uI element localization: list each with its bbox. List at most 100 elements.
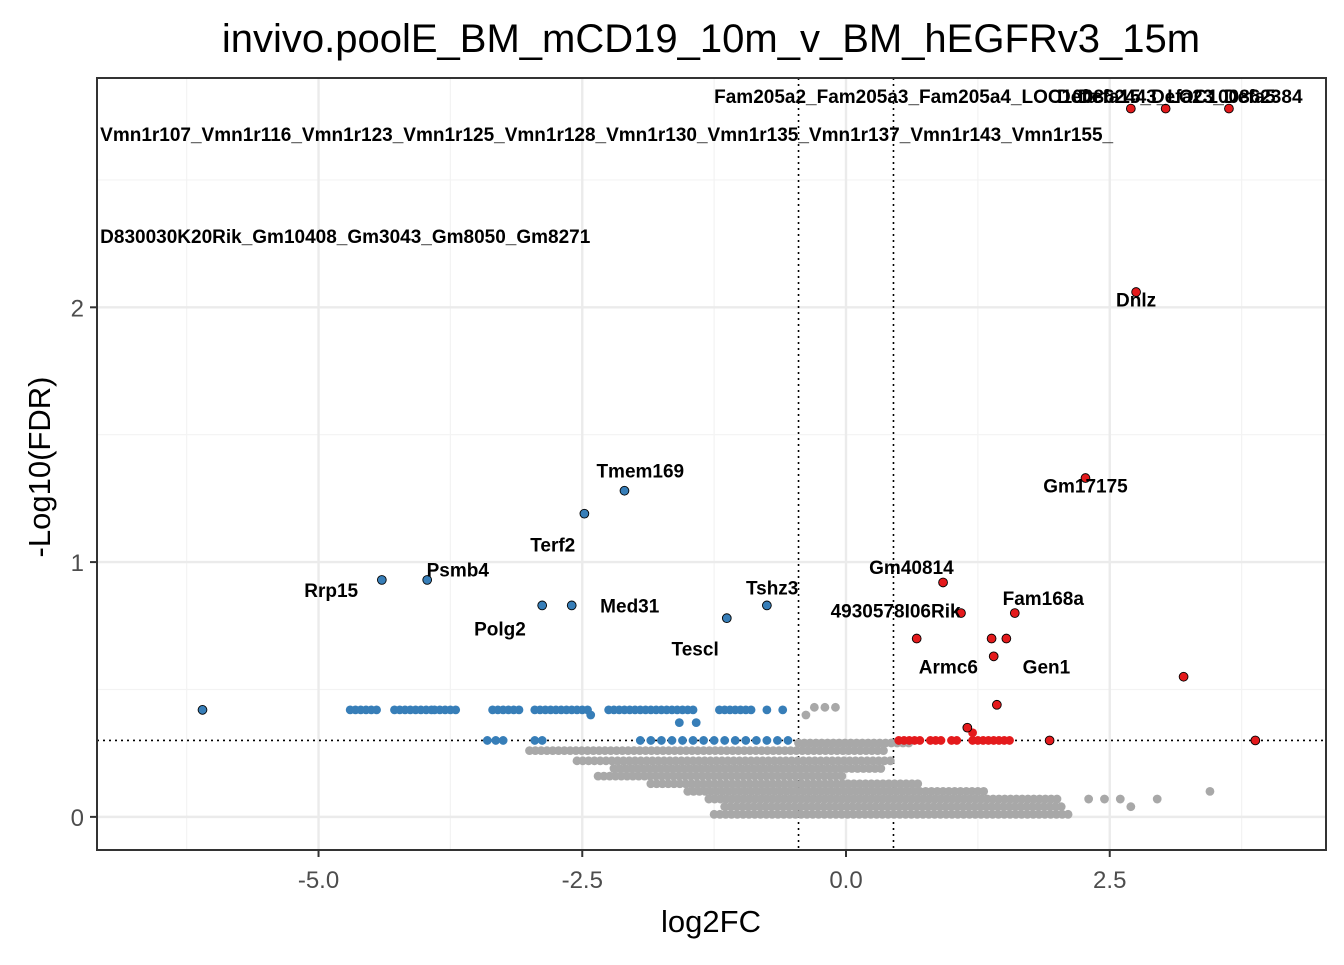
ns-point: [809, 702, 819, 712]
up-labeled-point: [1160, 103, 1171, 114]
ns-point: [913, 779, 923, 789]
gene-label-19: Gen1: [1023, 658, 1071, 679]
ns-point: [1084, 794, 1094, 804]
down-point: [751, 736, 761, 745]
up-point: [936, 736, 946, 745]
down-point: [778, 705, 788, 715]
gene-label-18: Armc6: [919, 658, 978, 679]
up-point: [915, 736, 925, 745]
gene-label-13: Tshz3: [746, 579, 798, 600]
gene-label-10: Rrp15: [304, 581, 358, 602]
down-point: [720, 736, 730, 745]
down-point: [741, 736, 751, 745]
gene-label-14: Tescl: [672, 640, 719, 661]
down-labeled-point: [721, 613, 732, 623]
ns-point: [1115, 794, 1125, 804]
down-labeled-point: [566, 600, 577, 611]
down-labeled-point: [197, 705, 208, 715]
gene-label-9: Psmb4: [427, 561, 490, 582]
y-axis-title: -Log10(FDR): [22, 377, 57, 558]
down-labeled-point: [762, 600, 772, 611]
x-axis-title: log2FC: [661, 904, 761, 939]
gene-label-12: Polg2: [474, 619, 526, 640]
ns-point: [801, 710, 811, 720]
x-tick-label-3: 2.5: [1093, 867, 1126, 894]
gene-label-2: Defa15_Defa23_Defa5: [1078, 87, 1276, 108]
down-point: [678, 736, 687, 745]
y-tick-label-0: 0: [71, 805, 84, 832]
chart-title: invivo.poolE_BM_mCD19_10m_v_BM_hEGFRv3_1…: [222, 17, 1200, 61]
down-labeled-point: [537, 600, 548, 611]
gene-label-3: Vmn1r107_Vmn1r116_Vmn1r123_Vmn1r125_Vmn1…: [100, 125, 1113, 146]
x-tick-label-0: -5.0: [298, 867, 339, 894]
x-tick-label-2: 0.0: [829, 867, 862, 894]
ns-point: [837, 771, 847, 781]
down-point: [498, 736, 508, 745]
down-point: [537, 736, 547, 745]
up-labeled-point: [986, 633, 997, 644]
up-point: [1005, 736, 1014, 745]
down-labeled-point: [619, 485, 630, 496]
plot-panel: [97, 78, 1326, 850]
down-point: [688, 705, 698, 715]
gene-label-6: Gm17175: [1043, 477, 1128, 498]
up-labeled-point: [1044, 735, 1055, 746]
down-point: [730, 736, 740, 745]
down-point: [773, 736, 782, 745]
ns-point: [1056, 802, 1066, 812]
down-labeled-point: [579, 508, 590, 519]
gene-label-11: Med31: [600, 596, 660, 617]
ns-point: [979, 786, 989, 796]
ns-point: [820, 702, 830, 712]
up-labeled-point: [1009, 608, 1020, 618]
down-point: [688, 736, 698, 745]
up-labeled-point: [938, 577, 948, 588]
up-labeled-point: [1125, 103, 1136, 114]
down-point: [699, 736, 708, 745]
gene-label-4: D830030K20Rik_Gm10408_Gm3043_Gm8050_Gm82…: [100, 227, 591, 248]
down-point: [482, 736, 492, 745]
ns-point: [1063, 809, 1073, 819]
panel-border: [96, 77, 1327, 851]
gene-label-7: Tmem169: [596, 461, 684, 482]
up-labeled-point: [1131, 287, 1141, 297]
down-point: [646, 736, 656, 745]
ns-point: [1052, 794, 1062, 804]
up-labeled-point: [1080, 473, 1091, 483]
up-labeled-point: [1178, 671, 1189, 682]
down-point: [746, 705, 756, 715]
up-labeled-point: [1250, 735, 1261, 746]
ns-point: [1205, 786, 1215, 796]
down-point: [451, 705, 461, 715]
gene-label-17: Fam168a: [1003, 589, 1085, 610]
up-labeled-point: [956, 608, 966, 618]
up-labeled-point: [911, 633, 922, 644]
gene-label-16: 4930578I06Rik: [831, 602, 961, 623]
down-labeled-point: [422, 575, 433, 585]
gene-label-15: Gm40814: [869, 558, 954, 579]
ns-point: [831, 702, 840, 712]
up-labeled-point: [1001, 633, 1012, 644]
down-point: [491, 736, 501, 745]
ns-point: [876, 764, 886, 773]
down-point: [656, 736, 666, 745]
down-point: [667, 736, 677, 745]
ns-point: [1126, 802, 1136, 812]
x-tick-label-1: -2.5: [562, 867, 603, 894]
down-point: [762, 705, 772, 715]
down-point: [783, 736, 793, 745]
down-point: [674, 718, 684, 728]
down-point: [530, 736, 540, 745]
gene-label-8: Terf2: [530, 535, 575, 556]
gene-label-5: Dnlz: [1116, 291, 1156, 312]
up-labeled-point: [992, 699, 1002, 710]
down-point: [372, 705, 381, 715]
gene-label-0: Fam205a2_Fam205a3_Fam205a4_LOC100862443_…: [714, 87, 1303, 108]
up-labeled-point: [1224, 103, 1234, 114]
gene-label-1: Defa: [1057, 87, 1099, 108]
up-point: [952, 736, 962, 745]
down-point: [709, 736, 719, 745]
up-labeled-point: [988, 651, 999, 662]
ns-point: [885, 756, 895, 766]
